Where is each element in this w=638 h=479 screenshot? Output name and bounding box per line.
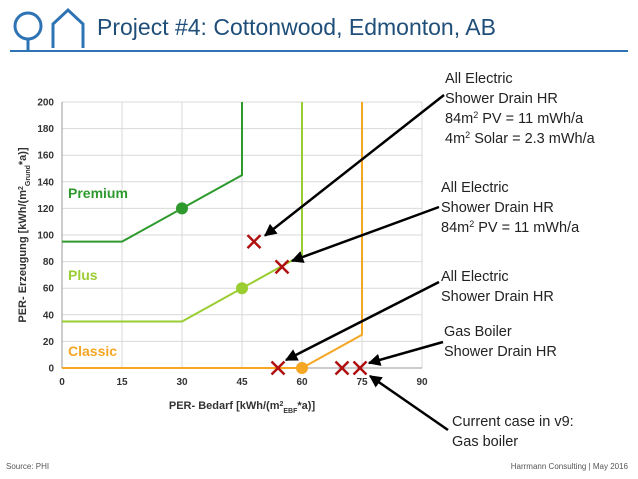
house-logo-icon (13, 7, 85, 50)
y-tick-label: 80 (43, 257, 55, 268)
annotation-line: Shower Drain HR (441, 289, 554, 305)
annotation-line: Shower Drain HR (445, 91, 558, 107)
annotation-line: All Electric (445, 71, 513, 87)
x-tick-label: 90 (416, 377, 428, 388)
annotation-arrow (264, 94, 445, 237)
title-divider (10, 50, 628, 52)
series-plus-point (236, 282, 248, 295)
class-label-classic: Classic (68, 343, 117, 359)
x-marker (246, 234, 262, 250)
y-tick-label: 120 (37, 204, 54, 215)
credit-note: Harrmann Consulting | May 2016 (510, 462, 628, 471)
x-tick-label: 75 (356, 377, 368, 388)
annotation-line: Gas Boiler (444, 324, 512, 340)
source-note: Source: PHI (6, 462, 50, 471)
annotation-line: Gas boiler (452, 434, 518, 450)
annotation-arrow (284, 280, 440, 362)
annotation-line: 4m2 Solar = 2.3 mWh/a (445, 130, 596, 147)
x-tick-label: 60 (296, 377, 308, 388)
chart-markers (246, 234, 368, 376)
series-premium-point (176, 202, 188, 215)
x-marker (270, 360, 286, 376)
annotation-line: Shower Drain HR (441, 200, 554, 216)
annotation-1: All Electric Shower Drain HR 84m2 PV = 11 … (264, 71, 596, 237)
annotation-line: 84m2 PV = 11 mWh/a (441, 219, 580, 236)
annotation-arrow (290, 205, 440, 263)
series-premium-line (62, 102, 243, 243)
slide-title: Project #4: Cottonwood, Edmonton, AB (97, 14, 496, 40)
x-tick-label: 15 (116, 377, 128, 388)
y-tick-label: 180 (37, 124, 54, 135)
annotation-line: Shower Drain HR (444, 344, 557, 360)
annotation-arrow (367, 340, 444, 366)
annotation-arrow (368, 374, 449, 432)
y-tick-label: 200 (37, 98, 54, 109)
chart-annotations: All Electric Shower Drain HR 84m2 PV = 11 … (264, 71, 596, 450)
series-classic-point (296, 362, 308, 374)
y-tick-label: 160 (37, 151, 54, 162)
annotation-line: All Electric (441, 180, 509, 196)
x-axis-label: PER- Bedarf [kWh/(m2EBF*a)] (169, 400, 316, 415)
x-tick-label: 0 (59, 377, 65, 388)
x-marker (274, 259, 290, 275)
x-tick-label: 30 (176, 377, 188, 388)
y-tick-label: 0 (48, 364, 54, 375)
y-axis-label: PER- Erzeugung [kWh/(m2Grund*a)] (17, 147, 32, 323)
annotation-line: 84m2 PV = 11 mWh/a (445, 110, 584, 127)
chart-series: Premium Plus Classic (62, 102, 363, 374)
annotation-3: All Electric Shower Drain HR (284, 269, 554, 362)
x-marker (352, 360, 368, 376)
x-marker (334, 360, 350, 376)
annotation-line: Current case in v9: (452, 414, 574, 430)
y-tick-label: 60 (43, 284, 55, 295)
annotation-4: Gas Boiler Shower Drain HR (367, 324, 557, 366)
x-tick-label: 45 (236, 377, 248, 388)
annotation-2: All Electric Shower Drain HR 84m2 PV = 11 … (290, 180, 580, 263)
class-label-plus: Plus (68, 267, 98, 283)
annotation-5: Current case in v9: Gas boiler (368, 374, 574, 450)
y-tick-label: 20 (43, 337, 55, 348)
class-label-premium: Premium (68, 185, 128, 201)
y-tick-label: 40 (43, 310, 55, 321)
series-classic-line (62, 102, 363, 369)
y-tick-label: 140 (37, 177, 54, 188)
chart-axes: 0 20 40 60 80 100 120 140 160 180 200 0 15 30 45 60 75 90… (17, 98, 428, 415)
y-tick-label: 100 (37, 231, 54, 242)
annotation-line: All Electric (441, 269, 509, 285)
